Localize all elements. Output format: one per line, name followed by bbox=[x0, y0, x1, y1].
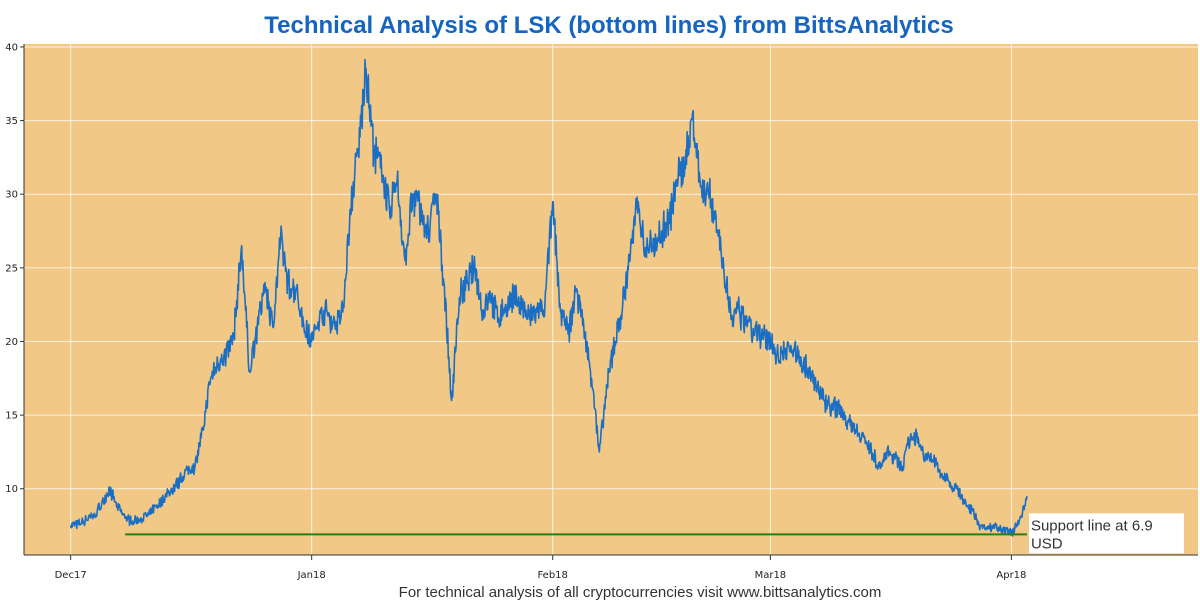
plot-area bbox=[24, 44, 1198, 555]
y-tick-label: 15 bbox=[5, 411, 18, 422]
y-tick-label: 35 bbox=[5, 116, 18, 127]
y-tick-label: 10 bbox=[5, 484, 18, 495]
x-tick-label: Jan18 bbox=[297, 570, 326, 581]
price-series-line bbox=[69, 58, 1028, 537]
y-tick-label: 25 bbox=[5, 263, 18, 274]
x-tick-label: Dec17 bbox=[55, 570, 87, 581]
support-label-line1: Support line at 6.9 bbox=[1031, 517, 1153, 534]
y-tick-label: 30 bbox=[5, 190, 18, 201]
y-gridlines bbox=[24, 46, 1198, 490]
support-label-line2: USD bbox=[1031, 535, 1063, 552]
y-axis-ticks: 10 15 20 25 30 35 40 bbox=[5, 42, 24, 495]
y-tick-label: 40 bbox=[5, 42, 18, 53]
series-layer bbox=[69, 58, 1028, 537]
footer-text: For technical analysis of all cryptocurr… bbox=[399, 584, 882, 600]
x-axis-ticks: Dec17 Jan18 Feb18 Mar18 Apr18 bbox=[55, 555, 1026, 581]
x-gridlines bbox=[70, 44, 1012, 555]
x-tick-label: Apr18 bbox=[996, 570, 1026, 581]
x-tick-label: Feb18 bbox=[537, 570, 567, 581]
chart-title: Technical Analysis of LSK (bottom lines)… bbox=[264, 12, 953, 39]
x-tick-label: Mar18 bbox=[755, 570, 787, 581]
y-tick-label: 20 bbox=[5, 337, 18, 348]
support-label-box bbox=[1028, 513, 1184, 554]
